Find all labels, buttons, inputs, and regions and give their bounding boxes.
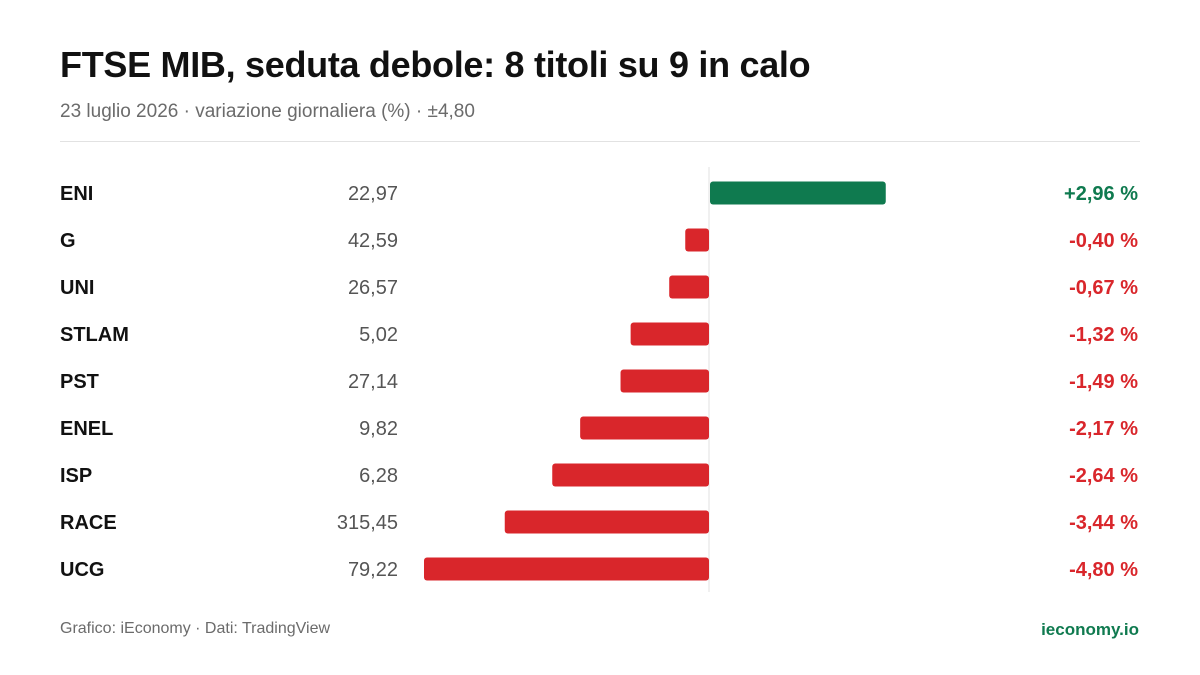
ticker-label: UCG [60,559,104,581]
ticker-label: G [60,230,76,252]
value-label: -0,67 % [1069,277,1138,299]
chart-title: FTSE MIB, seduta debole: 8 titoli su 9 i… [60,44,811,85]
price-label: 27,14 [348,371,398,393]
bar-eni [710,181,886,205]
price-label: 22,97 [348,183,398,205]
bar-pst [620,369,709,393]
chart-subtitle: 23 luglio 2026 · variazione giornaliera … [60,101,475,122]
bar-g [685,228,709,252]
value-label: -1,49 % [1069,371,1138,393]
source-credit: Grafico: iEconomy · Dati: TradingView [60,620,331,637]
ticker-label: UNI [60,277,94,299]
bar-ucg [424,557,709,581]
bar-isp [552,463,709,487]
ticker-label: ENEL [60,418,113,440]
ticker-label: ENI [60,183,93,205]
ticker-label: RACE [60,512,117,534]
bar-race [504,510,709,534]
bar-stlam [630,322,709,346]
price-label: 26,57 [348,277,398,299]
value-label: -2,64 % [1069,465,1138,487]
value-label: -0,40 % [1069,230,1138,252]
value-label: -1,32 % [1069,324,1138,346]
value-label: +2,96 % [1064,183,1138,205]
ticker-label: STLAM [60,324,129,346]
value-label: -2,17 % [1069,418,1138,440]
price-label: 79,22 [348,559,398,581]
price-label: 9,82 [359,418,398,440]
value-label: -3,44 % [1069,512,1138,534]
value-label: -4,80 % [1069,559,1138,581]
price-label: 315,45 [337,512,398,534]
price-label: 5,02 [359,324,398,346]
price-label: 42,59 [348,230,398,252]
ticker-label: PST [60,371,99,393]
brand-link[interactable]: ieconomy.io [1041,620,1139,639]
bar-enel [580,416,709,440]
bar-uni [669,275,709,299]
ticker-label: ISP [60,465,92,487]
price-label: 6,28 [359,465,398,487]
header-divider [60,141,1140,142]
